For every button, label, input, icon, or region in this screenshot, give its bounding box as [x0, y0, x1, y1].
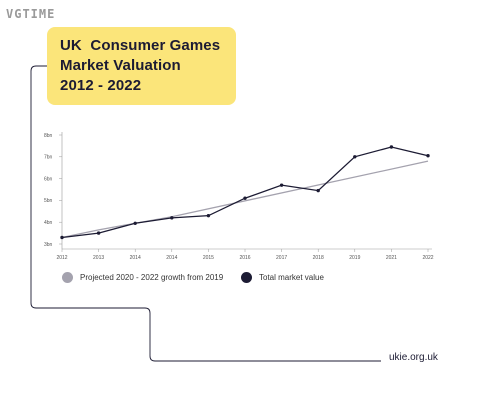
x-tick-label: 2016 [239, 255, 250, 261]
total-market-value-point [426, 154, 430, 158]
y-tick-label: 6bn [44, 176, 53, 182]
x-tick-label: 2014 [130, 255, 141, 261]
total-market-value-point [316, 188, 320, 193]
total-market-value-line [61, 146, 429, 239]
total-market-value-point [243, 196, 247, 200]
y-tick-label: 8bn [44, 133, 53, 139]
x-tick-label: 2021 [386, 255, 397, 261]
chart-title-line-3: 2012 - 2022 [60, 77, 142, 94]
legend-label-projected: Projected 2020 - 2022 growth from 2019 [80, 273, 224, 282]
y-tick-label: 4bn [44, 220, 53, 226]
x-tick-label: 2015 [203, 255, 214, 261]
source-link[interactable]: ukie.org.uk [389, 352, 438, 363]
legend-label-total: Total market value [259, 273, 324, 282]
y-tick-label: 7bn [44, 155, 53, 161]
chart-title-box: UK Consumer Games Market Valuation 2012 … [47, 27, 236, 105]
legend-swatch-total [241, 272, 252, 283]
legend-item-total: Total market value [241, 272, 324, 283]
frame-connector-line [30, 65, 381, 362]
x-tick-label: 2014 [166, 255, 177, 261]
legend-item-projected: Projected 2020 - 2022 growth from 2019 [62, 272, 223, 283]
total-market-value-point [353, 155, 357, 159]
legend-swatch-projected [62, 272, 73, 283]
x-tick-label: 2012 [56, 255, 67, 261]
vgtime-watermark: VGTIME [6, 7, 56, 21]
x-tick-label: 2013 [93, 255, 104, 261]
x-tick-label: 2017 [276, 255, 287, 261]
total-market-value-point [389, 145, 394, 149]
total-market-value-point [133, 221, 137, 225]
x-tick-label: 2019 [349, 255, 360, 261]
x-tick-label: 2018 [313, 255, 324, 261]
y-tick-label: 5bn [44, 198, 53, 204]
total-market-value-point [170, 216, 174, 220]
total-market-value-point [96, 231, 101, 235]
y-tick-label: 3bn [44, 242, 53, 248]
chart-title-line-1: UK Consumer Games [60, 37, 221, 54]
x-tick-label: 2022 [422, 255, 433, 261]
total-market-value-point [60, 235, 64, 240]
total-market-value-point [206, 213, 211, 218]
chart-title-line-2: Market Valuation [60, 57, 181, 74]
total-market-value-point [279, 183, 284, 187]
